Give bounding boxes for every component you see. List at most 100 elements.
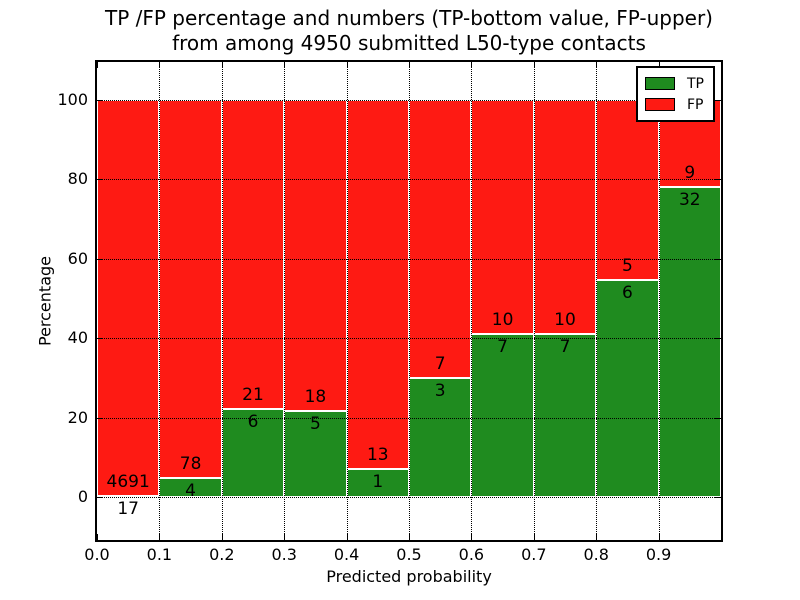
bar-label-fp: 7 [434, 353, 446, 374]
x-tick-mark [159, 62, 161, 68]
gridline-horizontal [97, 497, 721, 498]
x-tick-mark [533, 62, 535, 68]
bar-label-fp: 4691 [106, 471, 150, 492]
x-tick-label: 0.6 [458, 545, 485, 564]
x-tick-mark [284, 62, 286, 68]
legend-label: FP [687, 96, 704, 113]
x-tick-label: 0.2 [209, 545, 235, 564]
bar-label-tp: 32 [678, 190, 701, 211]
bar-segment-fp [97, 100, 160, 496]
y-tick-label: 20 [67, 407, 88, 427]
bar-segment-fp [284, 100, 347, 411]
legend-swatch-fp [645, 98, 675, 111]
x-tick-mark [658, 62, 660, 68]
x-tick-label: 0.0 [84, 545, 110, 564]
legend-swatch-tp [645, 77, 675, 90]
bar-segment-tp [658, 187, 721, 497]
bar-label-fp: 10 [554, 309, 576, 330]
gridline-vertical [346, 62, 348, 540]
x-tick-label: 0.4 [333, 545, 360, 564]
y-tick-label: 0 [77, 487, 88, 506]
bar-label-tp: 1 [372, 471, 384, 492]
y-tick-label: 80 [67, 169, 88, 189]
x-tick-mark [471, 62, 473, 68]
gridline-vertical [159, 62, 161, 540]
gridline-vertical [533, 62, 535, 540]
gridline-horizontal [97, 338, 721, 340]
bar-label-fp: 78 [179, 453, 202, 474]
bar-label-tp: 6 [621, 283, 633, 304]
bar-segment-fp [221, 100, 285, 409]
x-tick-label: 0.3 [271, 545, 297, 564]
bar-segment-fp [471, 100, 534, 334]
bar-segment-tp [471, 333, 534, 497]
y-tick-mark [715, 417, 721, 419]
gridline-horizontal [97, 258, 721, 260]
x-tick-mark [658, 534, 660, 540]
x-tick-mark [346, 534, 348, 540]
x-tick-mark [221, 534, 223, 540]
bar-segment-tp [284, 410, 347, 497]
gridline-vertical [596, 62, 598, 540]
bar-label-fp: 5 [621, 256, 633, 277]
x-tick-mark [97, 62, 98, 68]
y-tick-mark [715, 338, 721, 340]
bar-label-fp: 18 [304, 386, 327, 407]
x-tick-mark [346, 62, 348, 68]
x-tick-mark [159, 534, 161, 540]
bar-segment-tp [221, 408, 285, 497]
x-tick-mark [284, 534, 286, 540]
bar-segment-tp [533, 333, 597, 497]
gridline-vertical [471, 62, 473, 540]
legend-entry: FP [645, 94, 704, 115]
bar-segment-fp [533, 100, 597, 334]
y-tick-mark [97, 497, 103, 498]
x-tick-label: 0.5 [396, 545, 422, 564]
chart-title-line2: from among 4950 submitted L50-type conta… [172, 31, 646, 55]
y-tick-mark [715, 100, 721, 101]
bar-label-fp: 9 [684, 163, 696, 184]
x-tick-mark [409, 62, 410, 68]
bar-label-tp: 7 [497, 336, 509, 357]
bar-label-fp: 10 [491, 309, 514, 330]
bar-label-fp: 21 [242, 384, 264, 405]
chart-title: TP /FP percentage and numbers (TP-bottom… [97, 6, 721, 56]
y-tick-label: 60 [67, 248, 88, 268]
bar-segment-fp [596, 100, 659, 281]
plot-area: TP FP 4691 17 78 4 21 6 18 5 13 1 7 3 10 7 10 7 5 6 9 32 [95, 60, 723, 542]
gridline-vertical [658, 62, 660, 540]
bar-label-tp: 17 [117, 498, 140, 519]
bar-label-tp: 6 [247, 411, 259, 432]
gridline-vertical [284, 62, 286, 540]
bar-segment-fp [409, 100, 472, 378]
bar-label-tp: 5 [309, 413, 321, 434]
x-tick-label: 0.9 [645, 545, 672, 564]
bar-segment-fp [159, 100, 222, 478]
y-tick-mark [715, 179, 721, 181]
y-tick-mark [97, 179, 103, 181]
x-tick-mark [533, 534, 535, 540]
gridline-horizontal [97, 179, 721, 181]
chart-title-line1: TP /FP percentage and numbers (TP-bottom… [105, 6, 713, 30]
x-axis-label: Predicted probability [326, 567, 492, 586]
bar-segment-tp [596, 280, 659, 497]
gridline-horizontal [97, 417, 721, 419]
x-tick-mark [409, 534, 410, 540]
gridline-vertical [221, 62, 223, 540]
x-tick-mark [596, 534, 598, 540]
y-tick-mark [97, 258, 103, 260]
bar-label-tp: 7 [559, 336, 571, 357]
x-tick-label: 0.8 [583, 545, 609, 564]
x-tick-mark [97, 534, 98, 540]
bar-label-tp: 4 [185, 480, 197, 501]
legend: TP FP [636, 66, 715, 122]
legend-entry: TP [645, 73, 704, 94]
gridline-vertical [409, 62, 410, 540]
legend-label: TP [687, 75, 704, 92]
y-tick-label: 40 [67, 328, 88, 348]
y-tick-label: 100 [57, 90, 88, 109]
x-tick-label: 0.1 [146, 545, 173, 564]
bar-segment-fp [346, 100, 409, 469]
y-tick-mark [97, 100, 103, 101]
